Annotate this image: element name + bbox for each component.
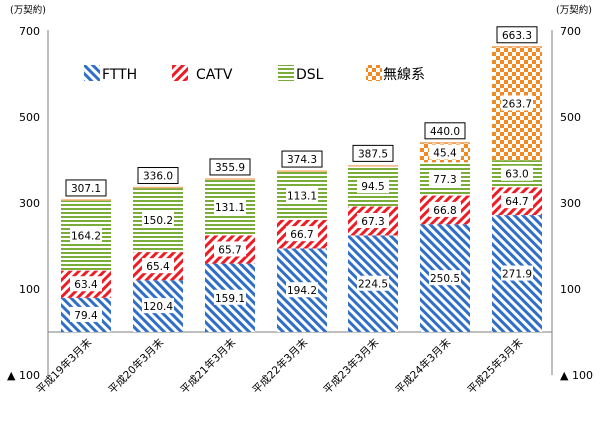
legend-label-dsl: DSL <box>296 67 324 83</box>
value-label-catv: 67.3 <box>361 216 384 228</box>
value-label-box <box>501 95 533 111</box>
value-label-box <box>501 265 533 281</box>
x-axis-labels: 平成19年3月末 平成20年3月末 平成21年3月末 平成22年3月末 平成23年3月末… <box>34 336 526 397</box>
value-label-box <box>286 282 318 298</box>
total-label-box <box>209 158 251 176</box>
x-tick-label: 平成19年3月末 <box>34 336 95 397</box>
total-label-box <box>137 167 179 185</box>
value-label-box <box>501 193 533 209</box>
value-label-box <box>429 201 461 217</box>
left-tick-label: 300 <box>19 197 40 210</box>
value-label-catv: 63.4 <box>74 279 98 291</box>
left-tick-label: 700 <box>19 25 40 38</box>
value-label-catv: 66.7 <box>290 229 313 241</box>
value-label-box <box>214 199 246 215</box>
value-label-box <box>142 258 174 274</box>
legend: FTTH CATV DSL 無線系 <box>84 65 425 83</box>
total-label: 387.5 <box>358 148 388 160</box>
total-label: 355.9 <box>215 162 245 174</box>
value-label-box <box>70 306 102 322</box>
x-tick-label: 平成20年3月末 <box>106 336 167 397</box>
value-label-catv: 64.7 <box>505 196 528 208</box>
value-label-dsl: 63.0 <box>505 169 528 181</box>
value-label-dsl: 113.1 <box>287 190 317 202</box>
value-label-box <box>429 144 461 160</box>
left-tick-label: 100 <box>19 283 40 296</box>
x-tick-label: 平成22年3月末 <box>250 336 311 397</box>
value-label-ftth: 79.4 <box>74 310 98 322</box>
x-tick-label: 平成21年3月末 <box>178 336 239 397</box>
value-label-dsl: 150.2 <box>143 215 173 227</box>
value-label-dsl: 77.3 <box>433 174 456 186</box>
value-label-catv: 65.4 <box>146 261 170 273</box>
value-label-box <box>214 289 246 305</box>
bars-group: 79.4 63.4 164.2 307.1 120.4 65.4 150.2 336.0 159… <box>61 26 542 332</box>
right-tick-label: 100 <box>560 283 581 296</box>
value-label-box <box>286 187 318 203</box>
value-label-box <box>501 165 533 181</box>
right-tick-label: 300 <box>560 197 581 210</box>
value-label-box <box>142 211 174 227</box>
right-tick-label: 700 <box>560 25 581 38</box>
x-tick-label: 平成24年3月末 <box>393 336 454 397</box>
right-axis-unit: (万契約) <box>556 4 592 16</box>
value-label-ftth: 194.2 <box>287 285 317 297</box>
value-label-box <box>214 241 246 257</box>
total-label-box <box>281 150 323 168</box>
value-label-box <box>286 226 318 242</box>
value-label-ftth: 250.5 <box>430 273 460 285</box>
left-tick-label: ▲ 100 <box>7 369 40 382</box>
left-axis-ticks: 700 500 300 100 ▲ 100 <box>7 25 40 382</box>
total-label-box <box>424 122 466 140</box>
total-label-box <box>496 26 538 44</box>
x-tick-label: 平成25年3月末 <box>465 336 526 397</box>
value-label-ftth: 224.5 <box>358 279 388 291</box>
left-axis-unit: (万契約) <box>10 4 46 16</box>
total-label: 336.0 <box>143 171 173 183</box>
value-label-dsl: 164.2 <box>71 230 101 242</box>
right-tick-label: 500 <box>560 111 581 124</box>
total-label-box <box>352 144 394 162</box>
total-label: 663.3 <box>502 30 532 42</box>
legend-label-catv: CATV <box>196 67 233 83</box>
value-label-box <box>357 178 389 194</box>
legend-swatch-ftth <box>84 65 100 81</box>
value-label-box <box>357 275 389 291</box>
legend-swatch-wireless <box>366 65 382 81</box>
legend-label-wireless: 無線系 <box>383 67 425 83</box>
value-label-wireless: 45.4 <box>433 148 457 160</box>
value-label-box <box>70 227 102 243</box>
value-label-box <box>70 276 102 292</box>
value-label-ftth: 159.1 <box>215 293 245 305</box>
value-label-wireless: 263.7 <box>502 98 532 110</box>
value-label-ftth: 271.9 <box>502 269 532 281</box>
value-label-catv: 65.7 <box>218 244 241 256</box>
value-label-box <box>429 270 461 286</box>
legend-label-ftth: FTTH <box>102 67 137 83</box>
legend-swatch-catv <box>172 65 188 81</box>
value-label-catv: 66.8 <box>433 205 456 217</box>
total-label: 374.3 <box>287 154 317 166</box>
value-label-ftth: 120.4 <box>143 301 173 313</box>
right-axis-ticks: 700 500 300 100 ▲ 100 <box>560 25 593 382</box>
legend-swatch-dsl <box>278 65 294 81</box>
value-label-dsl: 94.5 <box>361 181 384 193</box>
left-tick-label: 500 <box>19 111 40 124</box>
value-label-box <box>142 298 174 314</box>
value-label-box <box>429 170 461 186</box>
total-label-box <box>65 179 107 197</box>
value-label-box <box>357 212 389 228</box>
right-tick-label: ▲ 100 <box>560 369 593 382</box>
total-label: 440.0 <box>430 126 460 138</box>
value-label-dsl: 131.1 <box>215 202 245 214</box>
total-label: 307.1 <box>71 183 101 195</box>
x-tick-label: 平成23年3月末 <box>321 336 382 397</box>
